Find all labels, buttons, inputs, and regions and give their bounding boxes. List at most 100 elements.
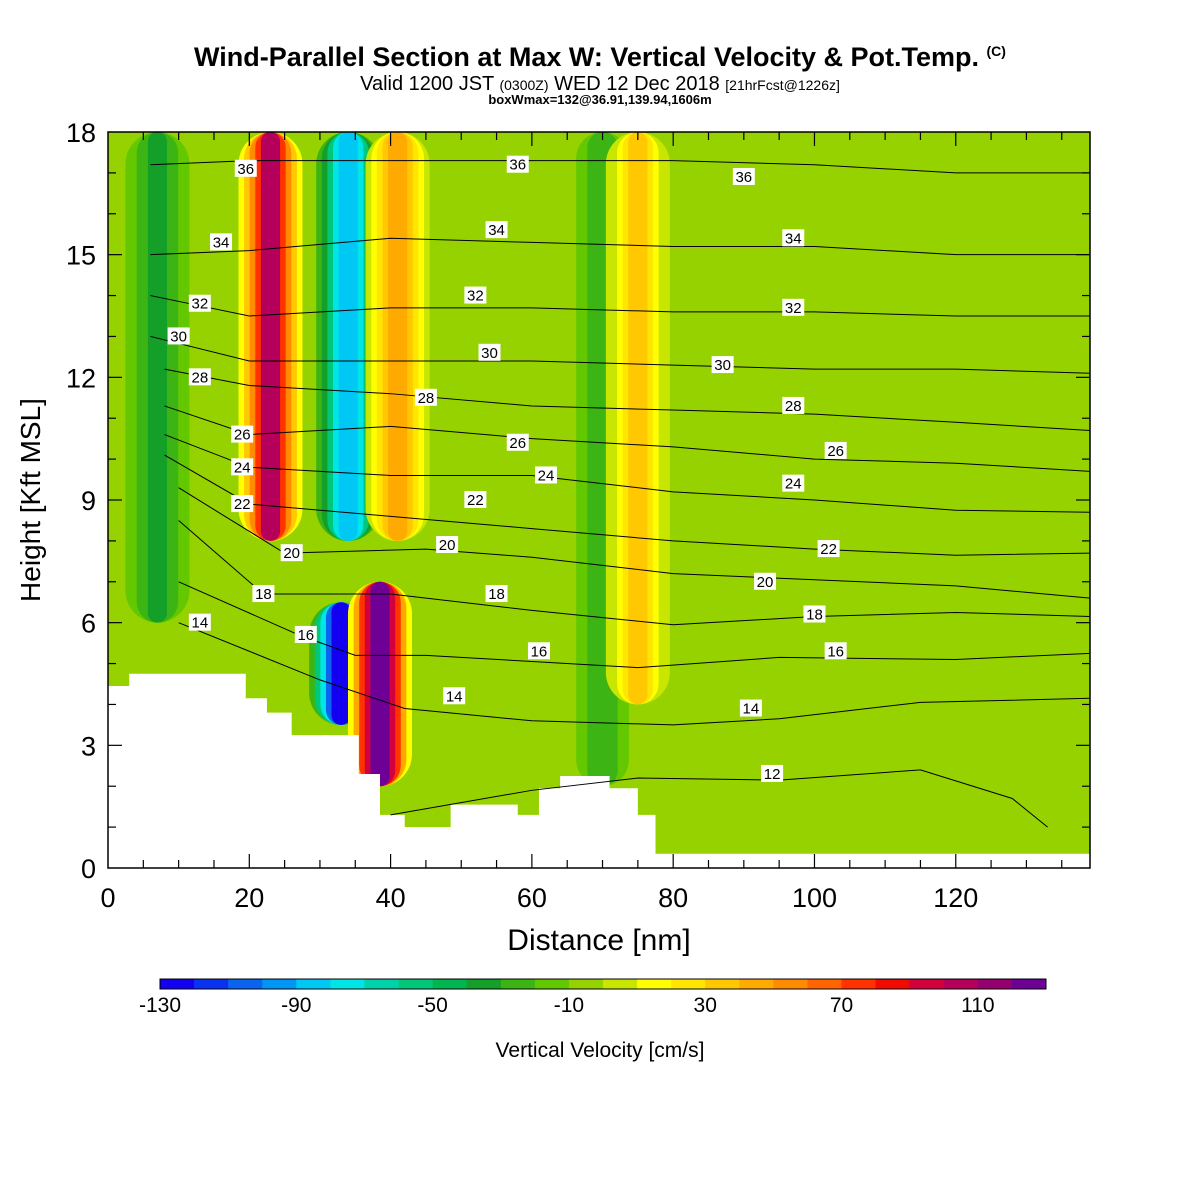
contour-label-box — [231, 495, 254, 513]
colorbar-tick-label: -130 — [139, 994, 181, 1017]
theta-contour-20 — [178, 487, 1090, 599]
contour-label: 30 — [170, 328, 187, 345]
contour-label: 16 — [297, 627, 314, 644]
colorbar-swatch — [705, 979, 740, 989]
colorbar-tick-label: 30 — [694, 994, 717, 1017]
contour-label-box — [535, 466, 558, 484]
colorbar-swatch — [671, 979, 706, 989]
velocity-cell — [388, 132, 408, 541]
theta-contour-26 — [164, 405, 1090, 472]
colorbar-swatch — [228, 979, 263, 989]
colorbar-swatch — [739, 979, 774, 989]
contour-label-box — [294, 625, 317, 643]
chart-title: Wind-Parallel Section at Max W: Vertical… — [0, 42, 1200, 73]
title-text: Wind-Parallel Section at Max W: Vertical… — [194, 42, 979, 72]
contour-label: 18 — [806, 606, 823, 623]
contour-label-box — [506, 155, 529, 173]
colorbar-swatch — [943, 979, 979, 989]
colorbar-swatch — [807, 979, 843, 989]
y-tick-label: 12 — [66, 363, 96, 393]
theta-contour-28 — [164, 368, 1090, 431]
contour-label-box — [754, 572, 777, 590]
x-axis-label: Distance [nm] — [507, 924, 690, 957]
contour-label-box — [732, 167, 755, 185]
colorbar-swatch — [364, 979, 400, 989]
theta-contour-18 — [178, 520, 1090, 626]
contour-label-box — [824, 642, 847, 660]
contour-label-box — [506, 433, 529, 451]
x-tick-label: 40 — [376, 883, 406, 913]
y-tick-label: 0 — [81, 854, 96, 884]
contour-label-box — [414, 388, 437, 406]
colorbar-tick-label: -50 — [417, 994, 447, 1017]
theta-contour-36 — [150, 160, 1090, 174]
colorbar-tick-label: 70 — [830, 994, 853, 1017]
contour-label-box — [436, 535, 459, 553]
contour-label: 22 — [234, 496, 251, 513]
y-tick-label: 9 — [81, 486, 96, 516]
theta-contour-34 — [150, 237, 1090, 256]
colorbar-swatch — [773, 979, 808, 989]
contour-label-box — [231, 458, 254, 476]
contour-label: 12 — [764, 766, 781, 783]
contour-label-box — [711, 356, 734, 374]
x-tick-label: 60 — [517, 883, 547, 913]
contour-label-box — [167, 327, 190, 345]
contour-label: 34 — [488, 222, 505, 239]
colorbar-label: Vertical Velocity [cm/s] — [496, 1039, 705, 1062]
contour-label-box — [188, 613, 211, 631]
contour-label-box — [782, 298, 805, 316]
contour-label-box — [527, 642, 550, 660]
contour-label: 26 — [509, 435, 526, 452]
contour-label-box — [464, 286, 487, 304]
x-tick-label: 120 — [933, 883, 978, 913]
contour-label-box — [231, 425, 254, 443]
colorbar-frame — [159, 978, 1047, 990]
colorbar-swatch — [977, 979, 1013, 989]
theta-contour-14 — [178, 622, 1090, 726]
x-tick-label: 0 — [100, 883, 115, 913]
contour-label-box — [782, 229, 805, 247]
x-tick-label: 80 — [658, 883, 688, 913]
contour-label: 24 — [234, 459, 251, 476]
contour-label: 30 — [481, 345, 498, 362]
contour-label: 36 — [735, 169, 752, 186]
colorbar-tick-label: -90 — [281, 994, 311, 1017]
colorbar-swatch — [194, 979, 229, 989]
contour-label: 34 — [785, 230, 802, 247]
contour-label: 14 — [743, 701, 760, 718]
velocity-cell — [628, 132, 648, 705]
terrain-mask — [108, 673, 1090, 868]
valid-date: WED 12 Dec 2018 — [554, 73, 720, 95]
contour-label: 22 — [820, 541, 837, 558]
contour-label: 32 — [191, 296, 208, 313]
theta-contour-32 — [150, 295, 1090, 317]
velocity-cell — [370, 581, 390, 787]
contour-label-box — [252, 585, 275, 603]
y-axis-label: Height [Kft MSL] — [15, 398, 46, 602]
copyright-mark: (C) — [986, 43, 1006, 59]
contour-label: 14 — [191, 615, 208, 632]
colorbar-swatch — [909, 979, 945, 989]
x-tick-label: 20 — [234, 883, 264, 913]
contour-label-box — [280, 544, 303, 562]
contour-label: 24 — [785, 476, 802, 493]
theta-contour-16 — [178, 581, 1090, 669]
contour-label: 28 — [785, 398, 802, 415]
contour-label-box — [485, 221, 508, 239]
colorbar-swatch — [603, 979, 638, 989]
x-tick-label: 100 — [792, 883, 837, 913]
colorbar-swatch — [432, 979, 468, 989]
colorbar-swatch — [1011, 979, 1047, 989]
contour-label: 18 — [255, 586, 272, 603]
contour-label: 16 — [531, 643, 548, 660]
colorbar-tick-label: -10 — [554, 994, 584, 1017]
contour-label-box — [443, 687, 466, 705]
colorbar-swatch — [160, 979, 195, 989]
colorbar-swatch — [637, 979, 672, 989]
colorbar-tick-label: 110 — [961, 994, 994, 1017]
colorbar-swatch — [262, 979, 297, 989]
contour-label: 28 — [418, 390, 435, 407]
contour-label: 32 — [785, 300, 802, 317]
